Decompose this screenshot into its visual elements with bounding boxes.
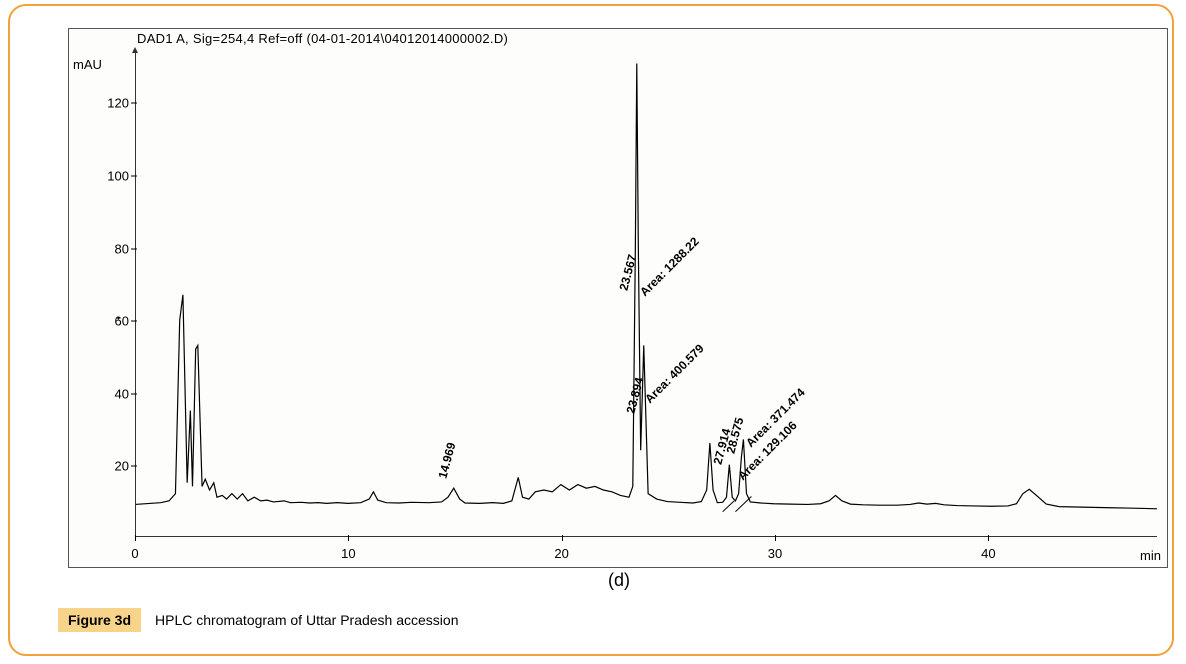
figure-caption: HPLC chromatogram of Uttar Pradesh acces… xyxy=(155,612,458,628)
y-tick-label: 120 xyxy=(93,96,129,111)
baseline-diagonal xyxy=(735,497,751,512)
y-tick-label: 80 xyxy=(93,241,129,256)
x-tick-mark xyxy=(562,535,563,541)
figure-caption-row: Figure 3d HPLC chromatogram of Uttar Pra… xyxy=(58,608,458,632)
y-axis xyxy=(135,49,136,537)
x-tick-mark xyxy=(988,535,989,541)
y-tick-mark xyxy=(131,248,137,249)
baseline-diagonal xyxy=(723,501,734,512)
x-tick-label: 30 xyxy=(768,546,782,561)
x-tick-label: 20 xyxy=(554,546,568,561)
subplot-label: (d) xyxy=(608,570,630,591)
figure-badge: Figure 3d xyxy=(58,608,141,632)
x-axis xyxy=(135,536,1157,537)
chromatogram-panel: DAD1 A, Sig=254,4 Ref=off (04-01-2014\04… xyxy=(68,28,1168,568)
chart-header: DAD1 A, Sig=254,4 Ref=off (04-01-2014\04… xyxy=(137,31,508,46)
x-tick-mark xyxy=(348,535,349,541)
x-tick-label: 0 xyxy=(131,546,138,561)
x-tick-mark xyxy=(775,535,776,541)
y-tick-mark xyxy=(131,176,137,177)
figure-border: DAD1 A, Sig=254,4 Ref=off (04-01-2014\04… xyxy=(8,4,1174,656)
y-tick-label: 20 xyxy=(93,459,129,474)
y-tick-mark xyxy=(131,321,137,322)
x-tick-label: 40 xyxy=(981,546,995,561)
y-axis-caret xyxy=(132,47,138,53)
y-tick-mark-dot: • xyxy=(117,314,120,323)
x-tick-label: 10 xyxy=(341,546,355,561)
x-axis-unit: min xyxy=(1140,548,1161,563)
y-tick-mark xyxy=(131,103,137,104)
y-tick-label: 40 xyxy=(93,386,129,401)
x-tick-mark xyxy=(135,535,136,541)
y-tick-mark xyxy=(131,393,137,394)
y-tick-label: 60 xyxy=(93,314,129,329)
y-axis-unit: mAU xyxy=(73,57,102,72)
y-tick-mark xyxy=(131,466,137,467)
y-tick-label: 100 xyxy=(93,169,129,184)
